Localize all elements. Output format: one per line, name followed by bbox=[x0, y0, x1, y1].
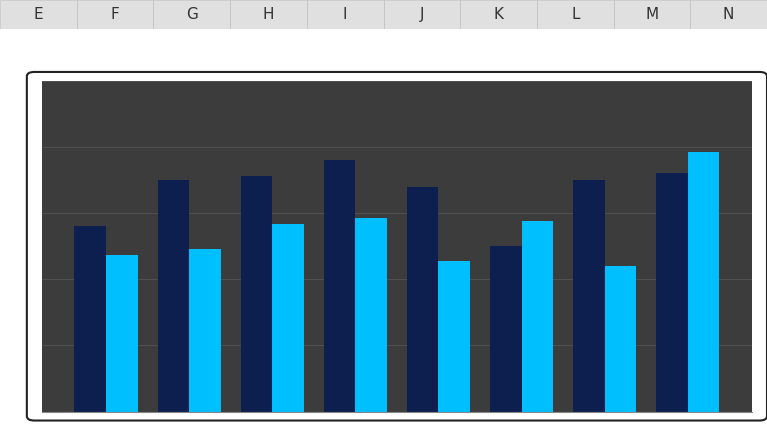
Text: H: H bbox=[263, 7, 274, 22]
Bar bbox=[74, 227, 106, 412]
Bar bbox=[537, 0, 614, 29]
Bar bbox=[307, 0, 384, 29]
Text: G: G bbox=[186, 7, 198, 22]
Text: J: J bbox=[420, 7, 424, 22]
Bar bbox=[573, 180, 604, 412]
Bar bbox=[241, 176, 272, 412]
Bar bbox=[690, 0, 767, 29]
Bar bbox=[77, 0, 153, 29]
Bar bbox=[688, 152, 719, 412]
Bar bbox=[355, 218, 387, 412]
Text: I: I bbox=[343, 7, 347, 22]
Bar bbox=[324, 160, 355, 412]
Text: F: F bbox=[110, 7, 120, 22]
Text: L: L bbox=[571, 7, 580, 22]
Bar bbox=[657, 174, 688, 412]
Bar bbox=[614, 0, 690, 29]
Bar bbox=[384, 0, 460, 29]
Bar bbox=[106, 255, 137, 412]
Text: E: E bbox=[34, 7, 43, 22]
Text: N: N bbox=[723, 7, 734, 22]
Bar bbox=[153, 0, 230, 29]
Bar bbox=[272, 224, 304, 412]
Bar bbox=[0, 0, 77, 29]
Title: Monthly Sales: Monthly Sales bbox=[308, 51, 486, 71]
Bar bbox=[460, 0, 537, 29]
Bar bbox=[407, 187, 439, 412]
Bar bbox=[157, 180, 189, 412]
Text: M: M bbox=[645, 7, 659, 22]
Bar bbox=[230, 0, 307, 29]
X-axis label: MONTH: MONTH bbox=[367, 438, 426, 445]
Bar bbox=[522, 221, 553, 412]
Bar bbox=[189, 249, 221, 412]
Bar bbox=[439, 261, 470, 412]
Bar bbox=[604, 266, 637, 412]
Text: K: K bbox=[493, 7, 504, 22]
Bar bbox=[490, 246, 522, 412]
